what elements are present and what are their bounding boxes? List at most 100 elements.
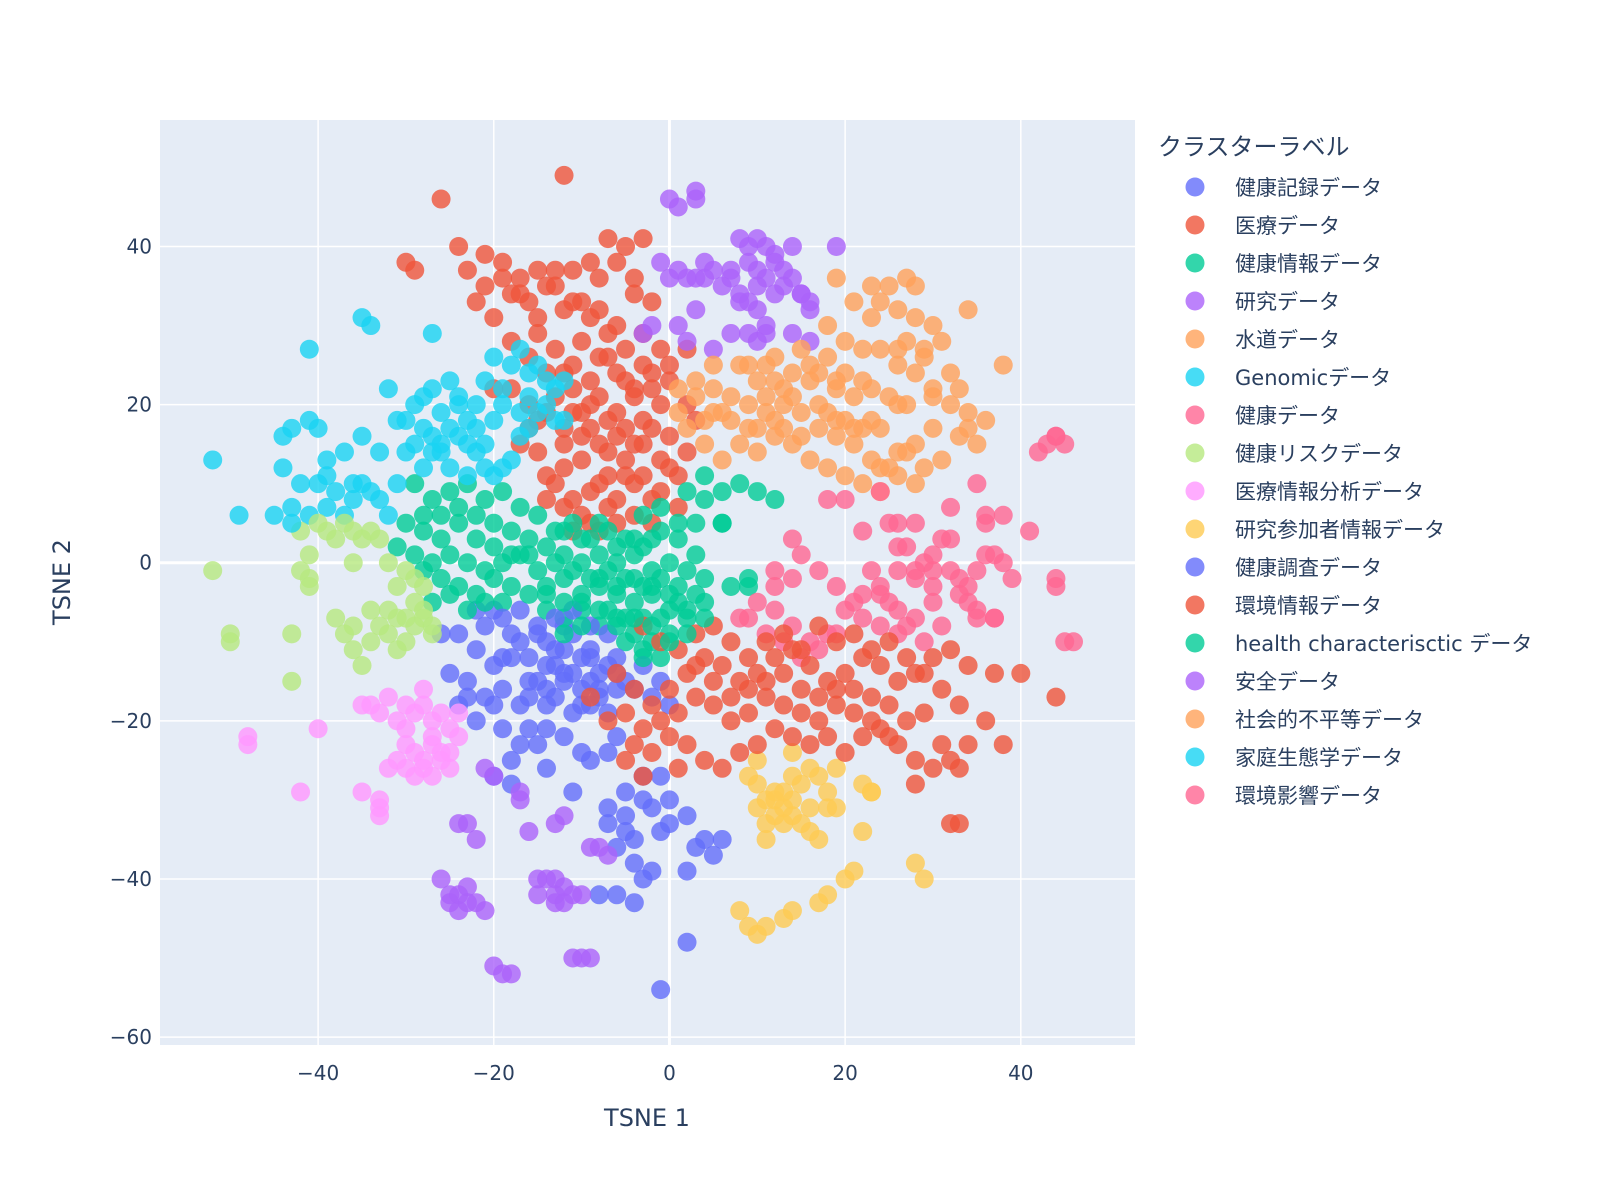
data-point-series-9 [826,758,846,778]
data-point-series-1 [580,252,600,272]
data-point-series-2 [422,553,442,573]
data-point-series-11 [659,727,679,747]
data-point-series-16 [1046,426,1066,446]
data-point-series-4 [730,434,750,454]
data-point-series-7 [299,576,319,596]
data-point-series-11 [809,687,829,707]
data-point-series-12 [572,616,592,636]
data-point-series-3 [598,845,618,865]
data-point-series-0 [536,719,556,739]
data-point-series-7 [378,553,398,573]
data-point-series-9 [861,782,881,802]
data-point-series-10 [554,671,574,691]
data-point-series-5 [536,371,556,391]
data-point-series-11 [888,671,908,691]
data-point-series-0 [510,735,530,755]
data-point-series-8 [370,703,390,723]
data-point-series-5 [299,339,319,359]
data-point-series-0 [651,980,671,1000]
data-point-series-1 [589,347,609,367]
data-point-series-3 [782,323,802,343]
data-point-series-8 [440,742,460,762]
data-point-series-2 [668,529,688,549]
data-point-series-11 [774,663,794,683]
data-point-series-11 [984,663,1004,683]
data-point-series-5 [422,323,442,343]
data-point-series-15 [273,458,293,478]
data-point-series-11 [642,695,662,715]
y-axis-title: TSNE 2 [48,539,76,626]
data-point-series-1 [528,323,548,343]
data-point-series-2 [616,632,636,652]
x-tick-label: 20 [832,1061,857,1085]
data-point-series-5 [493,395,513,415]
data-point-series-8 [378,758,398,778]
data-point-series-4 [879,276,899,296]
data-point-series-1 [616,339,636,359]
data-point-series-9 [782,901,802,921]
data-point-series-14 [835,331,855,351]
data-point-series-12 [554,624,574,644]
data-point-series-13 [747,276,767,296]
data-point-series-11 [616,750,636,770]
data-point-series-1 [572,331,592,351]
data-point-series-0 [659,790,679,810]
data-point-series-1 [633,229,653,249]
data-point-series-13 [580,837,600,857]
data-point-series-1 [405,260,425,280]
data-point-series-4 [747,418,767,438]
data-point-series-0 [642,861,662,881]
data-point-series-1 [475,244,495,264]
data-point-series-16 [976,513,996,533]
legend-label: 健康調査データ [1235,556,1382,580]
data-point-series-11 [712,758,732,778]
data-point-series-16 [976,545,996,565]
data-point-series-0 [466,640,486,660]
data-point-series-7 [414,576,434,596]
data-point-series-0 [536,695,556,715]
data-point-series-14 [853,339,873,359]
legend-label: Genomicデータ [1235,366,1391,390]
legend-marker [1185,291,1205,311]
data-point-series-9 [800,798,820,818]
data-point-series-11 [826,632,846,652]
data-point-series-11 [774,695,794,715]
data-point-series-11 [905,750,925,770]
legend-marker [1185,671,1205,691]
data-point-series-2 [493,592,513,612]
data-point-series-3 [651,252,671,272]
data-point-series-0 [519,648,539,668]
data-point-series-2 [642,529,662,549]
data-point-series-12 [572,592,592,612]
data-point-series-7 [361,632,381,652]
data-point-series-5 [317,450,337,470]
data-point-series-16 [879,513,899,533]
data-point-series-1 [484,308,504,328]
data-point-series-1 [528,260,548,280]
data-point-series-12 [607,576,627,596]
data-point-series-2 [387,537,407,557]
data-point-series-12 [624,569,644,589]
data-point-series-2 [624,592,644,612]
data-point-series-4 [818,458,838,478]
data-point-series-1 [642,363,662,383]
data-point-series-6 [791,545,811,565]
data-point-series-15 [370,489,390,509]
data-point-series-4 [791,339,811,359]
data-point-series-1 [563,292,583,312]
data-point-series-8 [396,695,416,715]
legend-label: 水道データ [1235,328,1340,352]
data-point-series-11 [958,735,978,755]
data-point-series-2 [440,584,460,604]
data-point-series-3 [668,197,688,217]
data-point-series-11 [1046,687,1066,707]
legend-marker [1185,253,1205,273]
data-point-series-10 [572,648,592,668]
data-point-series-12 [642,576,662,596]
data-point-series-0 [563,703,583,723]
data-point-series-4 [765,410,785,430]
data-point-series-4 [888,466,908,486]
data-point-series-11 [914,703,934,723]
data-point-series-2 [730,474,750,494]
data-point-series-5 [405,434,425,454]
